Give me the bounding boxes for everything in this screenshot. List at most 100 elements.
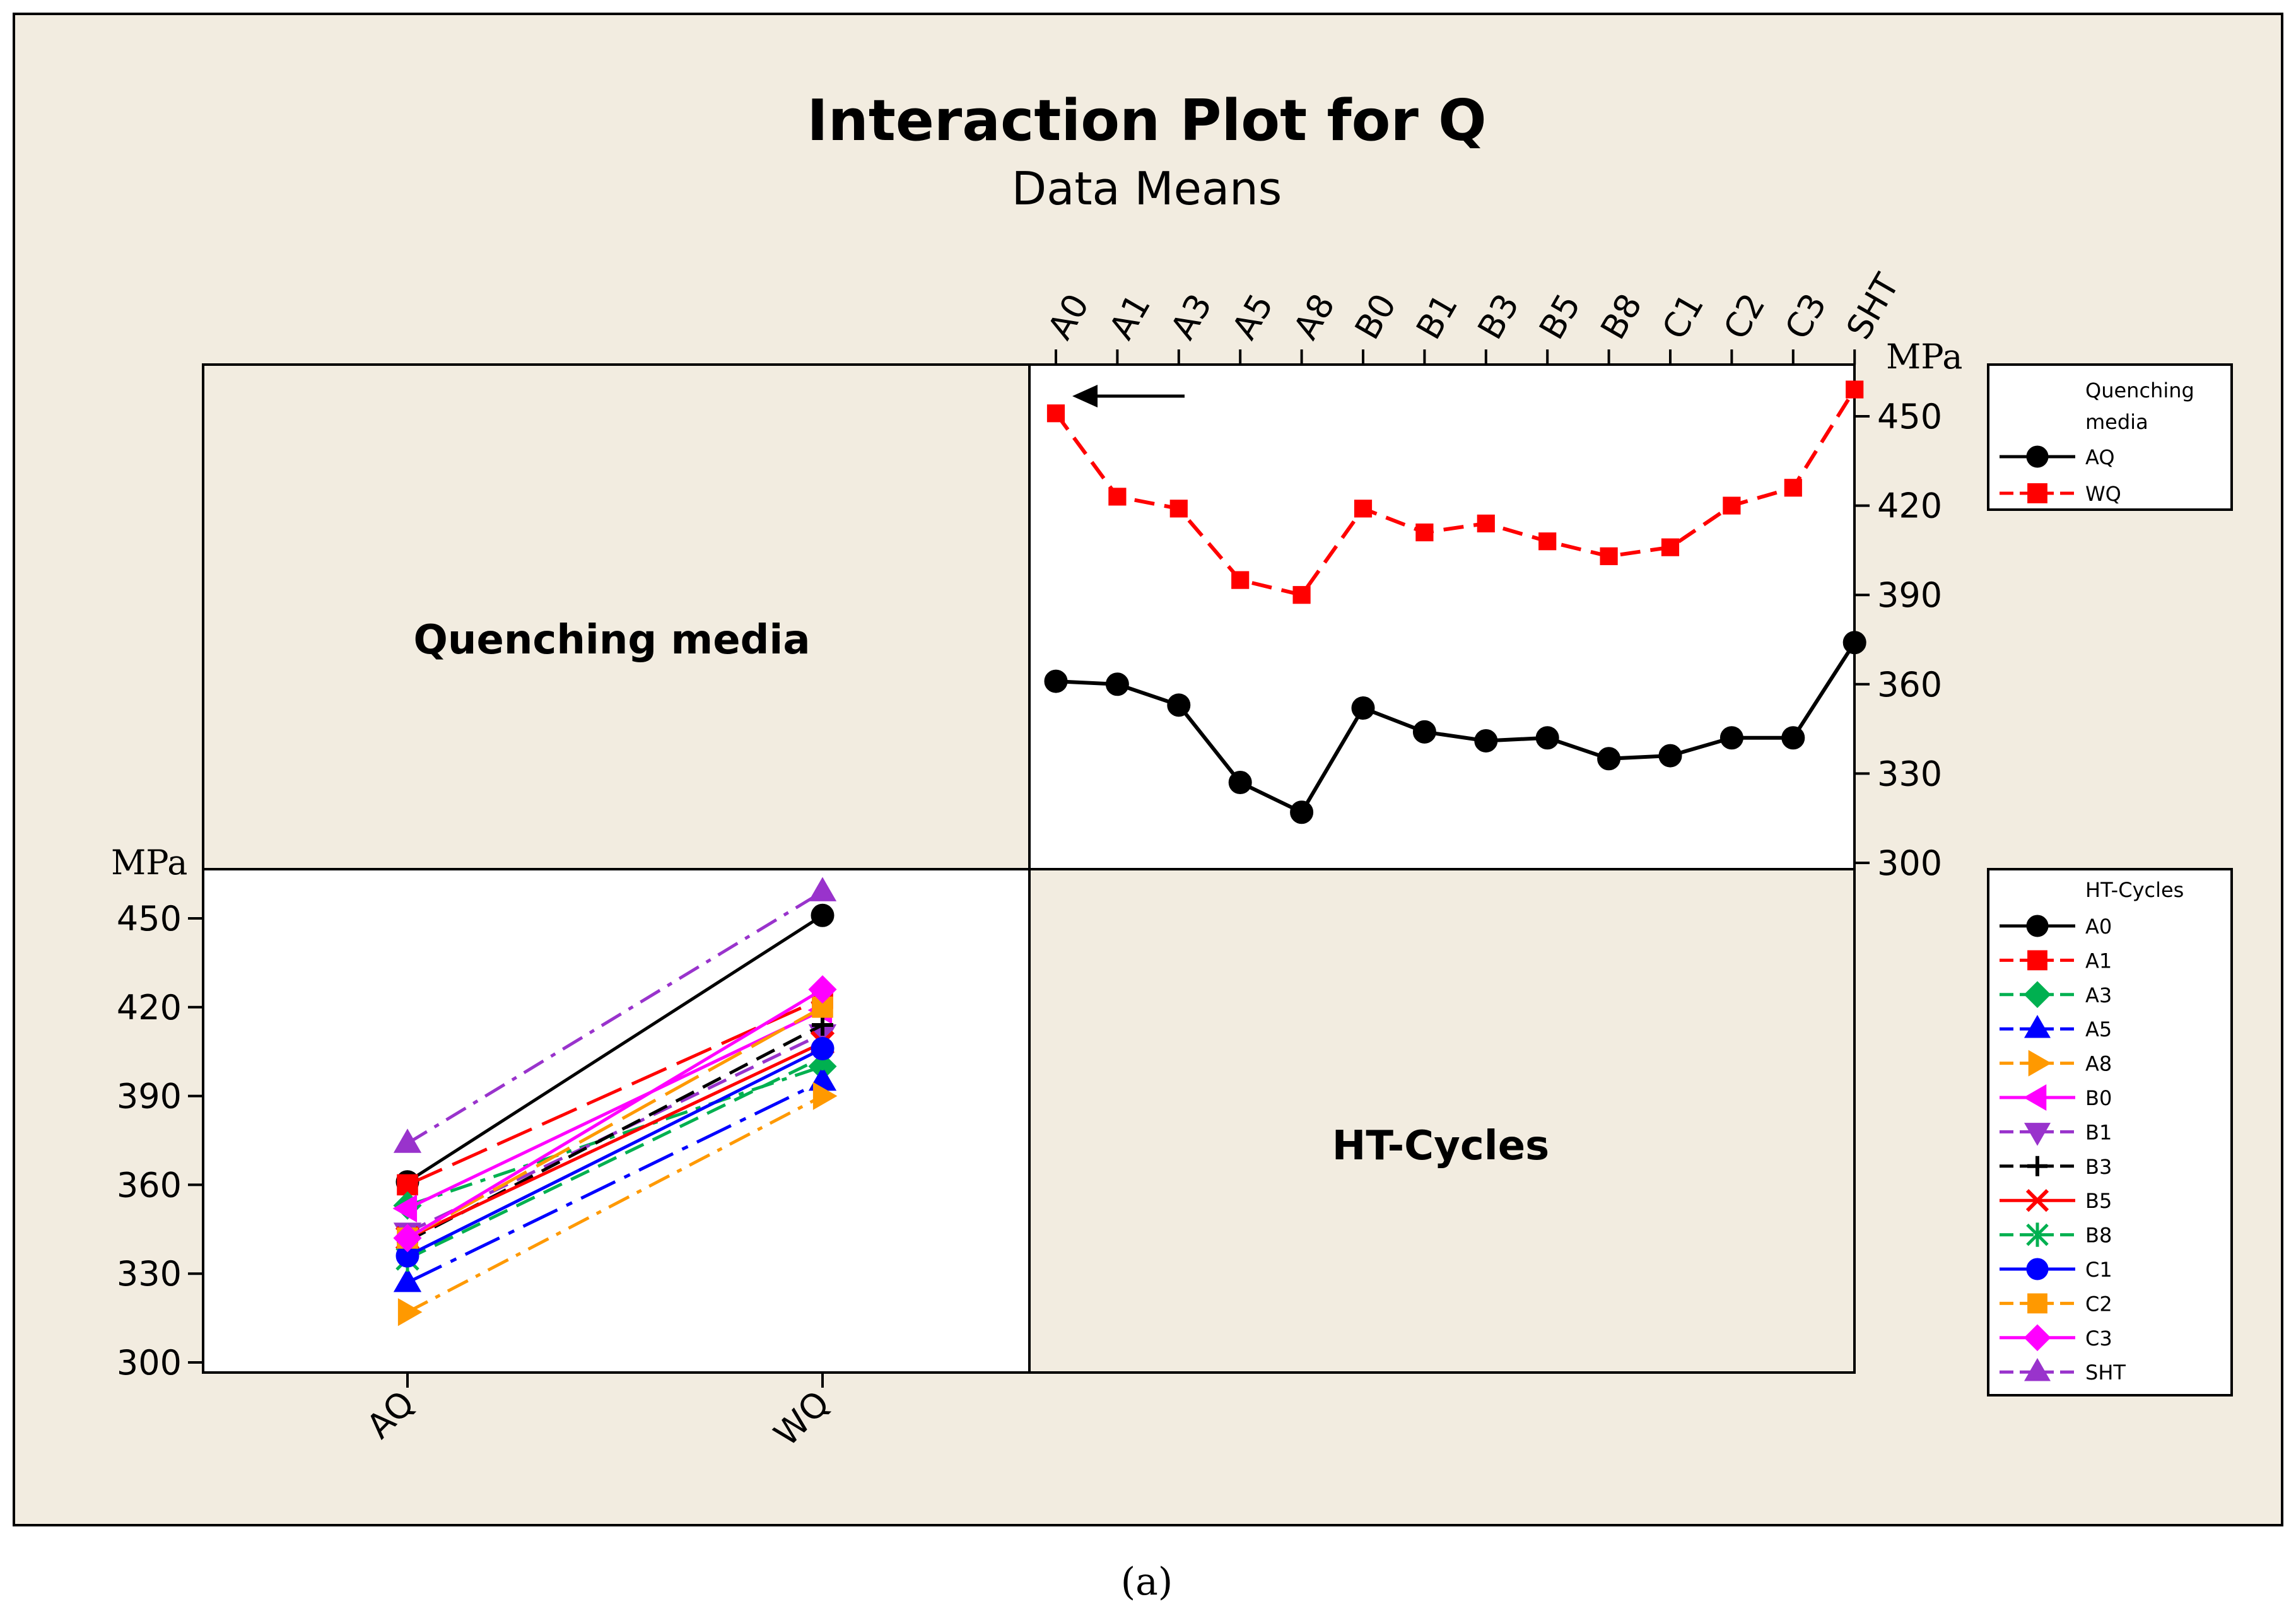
data-point-WQ — [1354, 500, 1373, 518]
top-right-y-tick-label: 330 — [1877, 754, 1942, 793]
legend-quenching-media-title-line2: media — [2085, 410, 2148, 434]
legend-label-A3: A3 — [2085, 983, 2112, 1007]
bottom-left-y-tick-label: 450 — [117, 899, 182, 939]
data-point-A8 — [397, 1298, 423, 1326]
bottom-left-y-tick-label: 420 — [117, 988, 182, 1028]
data-point-C3 — [393, 1224, 422, 1253]
data-point-AQ — [1290, 800, 1314, 824]
series-line-B8 — [406, 1056, 824, 1260]
legend-marker-B5 — [2025, 1189, 2049, 1212]
data-point-A1 — [397, 1174, 418, 1196]
series-line-C3 — [406, 988, 824, 1240]
panel-bottom-left — [203, 869, 1029, 1373]
data-point-WQ — [1538, 532, 1557, 551]
data-point-WQ — [1846, 380, 1864, 399]
series-line-B0 — [406, 1009, 824, 1210]
series-line-A0 — [406, 914, 824, 1183]
top-right-y-tick-label: 390 — [1877, 575, 1942, 615]
data-point-AQ — [1719, 726, 1743, 750]
legend-marker-A5 — [2024, 1014, 2051, 1038]
data-point-AQ — [1535, 726, 1559, 750]
legend-marker-A0 — [2026, 915, 2049, 937]
series-line-WQ — [1054, 388, 1856, 597]
legend-quenching-media-title-line1: Quenching — [2085, 378, 2194, 402]
data-point-A5 — [393, 1267, 422, 1292]
legend-label-A1: A1 — [2085, 949, 2112, 973]
data-point-B3 — [812, 1014, 833, 1036]
data-point-AQ — [1105, 672, 1129, 696]
legend-label-B1: B1 — [2085, 1120, 2112, 1144]
top-right-y-tick-label: 360 — [1877, 665, 1942, 705]
legend-marker-C3 — [2024, 1324, 2051, 1352]
data-point-AQ — [1044, 669, 1068, 693]
panel-bottom-right — [1029, 869, 1854, 1373]
legend-marker-A3 — [2024, 981, 2051, 1009]
legend-marker-AQ — [2026, 445, 2049, 468]
chart-subtitle: Data Means — [1012, 162, 1282, 215]
top-right-y-tick-label: 450 — [1877, 397, 1942, 436]
bottom-left-plot — [392, 877, 838, 1326]
top-right-y-unit: MPa — [1886, 337, 1962, 377]
series-line-C2 — [406, 1005, 824, 1240]
legend-label-WQ: WQ — [2085, 482, 2121, 506]
legend-label-C1: C1 — [2085, 1258, 2112, 1282]
figure-caption: (a) — [1121, 1560, 1173, 1604]
data-point-AQ — [1658, 744, 1682, 768]
series-line-C1 — [406, 1047, 824, 1258]
series-line-SHT — [406, 890, 824, 1145]
legend-label-B5: B5 — [2085, 1189, 2112, 1213]
data-point-C3 — [808, 975, 837, 1004]
legend-label-C2: C2 — [2085, 1292, 2112, 1316]
legend-marker-WQ — [2027, 483, 2047, 503]
legend-label-B0: B0 — [2085, 1086, 2112, 1110]
top-right-plot — [1044, 380, 1866, 824]
bottom-left-y-tick-label: 330 — [117, 1254, 182, 1294]
legend-label-A5: A5 — [2085, 1017, 2112, 1041]
data-point-AQ — [1351, 696, 1375, 720]
data-point-WQ — [1231, 571, 1250, 589]
legend-marker-SHT — [2024, 1357, 2051, 1381]
data-point-SHT — [808, 877, 837, 901]
data-point-WQ — [1600, 547, 1618, 565]
data-point-AQ — [1412, 720, 1436, 744]
data-point-WQ — [1415, 523, 1434, 542]
legend-marker-A1 — [2027, 950, 2047, 971]
data-point-AQ — [1597, 747, 1621, 771]
data-point-AQ — [1781, 726, 1805, 750]
data-point-AQ — [1228, 771, 1252, 795]
legend-marker-B1 — [2024, 1123, 2051, 1146]
data-point-WQ — [1784, 479, 1802, 497]
data-point-WQ — [1723, 496, 1741, 515]
series-line-A8 — [406, 1094, 824, 1314]
top-right-y-tick-label: 300 — [1877, 843, 1942, 883]
bottom-left-y-unit: MPa — [111, 843, 187, 882]
data-point-A0 — [811, 903, 835, 927]
legend-quenching-media: Quenching media AQ WQ — [1987, 363, 2233, 511]
data-point-WQ — [1477, 514, 1495, 533]
legend-label-AQ: AQ — [2085, 445, 2115, 469]
panel-top-left — [203, 365, 1029, 869]
legend-label-C3: C3 — [2085, 1326, 2112, 1350]
chart-title: Interaction Plot for Q — [807, 88, 1486, 154]
legend-ht-cycles-title: HT-Cycles — [2085, 878, 2184, 902]
legend-marker-B8 — [2026, 1222, 2049, 1247]
legend-marker-C1 — [2026, 1258, 2049, 1280]
legend-label-A0: A0 — [2085, 915, 2112, 939]
data-point-AQ — [1474, 729, 1498, 752]
series-line-A3 — [407, 1065, 823, 1207]
bottom-left-y-tick-label: 360 — [117, 1165, 182, 1205]
legend-marker-A8 — [2028, 1050, 2052, 1077]
panel-label-ht-cycles: HT-Cycles — [1332, 1123, 1549, 1169]
panel-top-right — [1029, 365, 1854, 869]
legend-ht-cycles: HT-Cycles A0 A1 A3 A5 A8 B0 B1 B3 B5 B8 C1 C2 C3 SHT — [1987, 868, 2233, 1396]
data-point-A8 — [812, 1082, 838, 1110]
data-point-WQ — [1292, 586, 1311, 604]
legend-label-A8: A8 — [2085, 1052, 2112, 1076]
data-point-WQ — [1661, 538, 1680, 556]
data-point-AQ — [1167, 693, 1191, 717]
data-point-B0 — [392, 1194, 418, 1223]
legend-label-B8: B8 — [2085, 1224, 2112, 1248]
legend-label-SHT: SHT — [2085, 1361, 2126, 1385]
